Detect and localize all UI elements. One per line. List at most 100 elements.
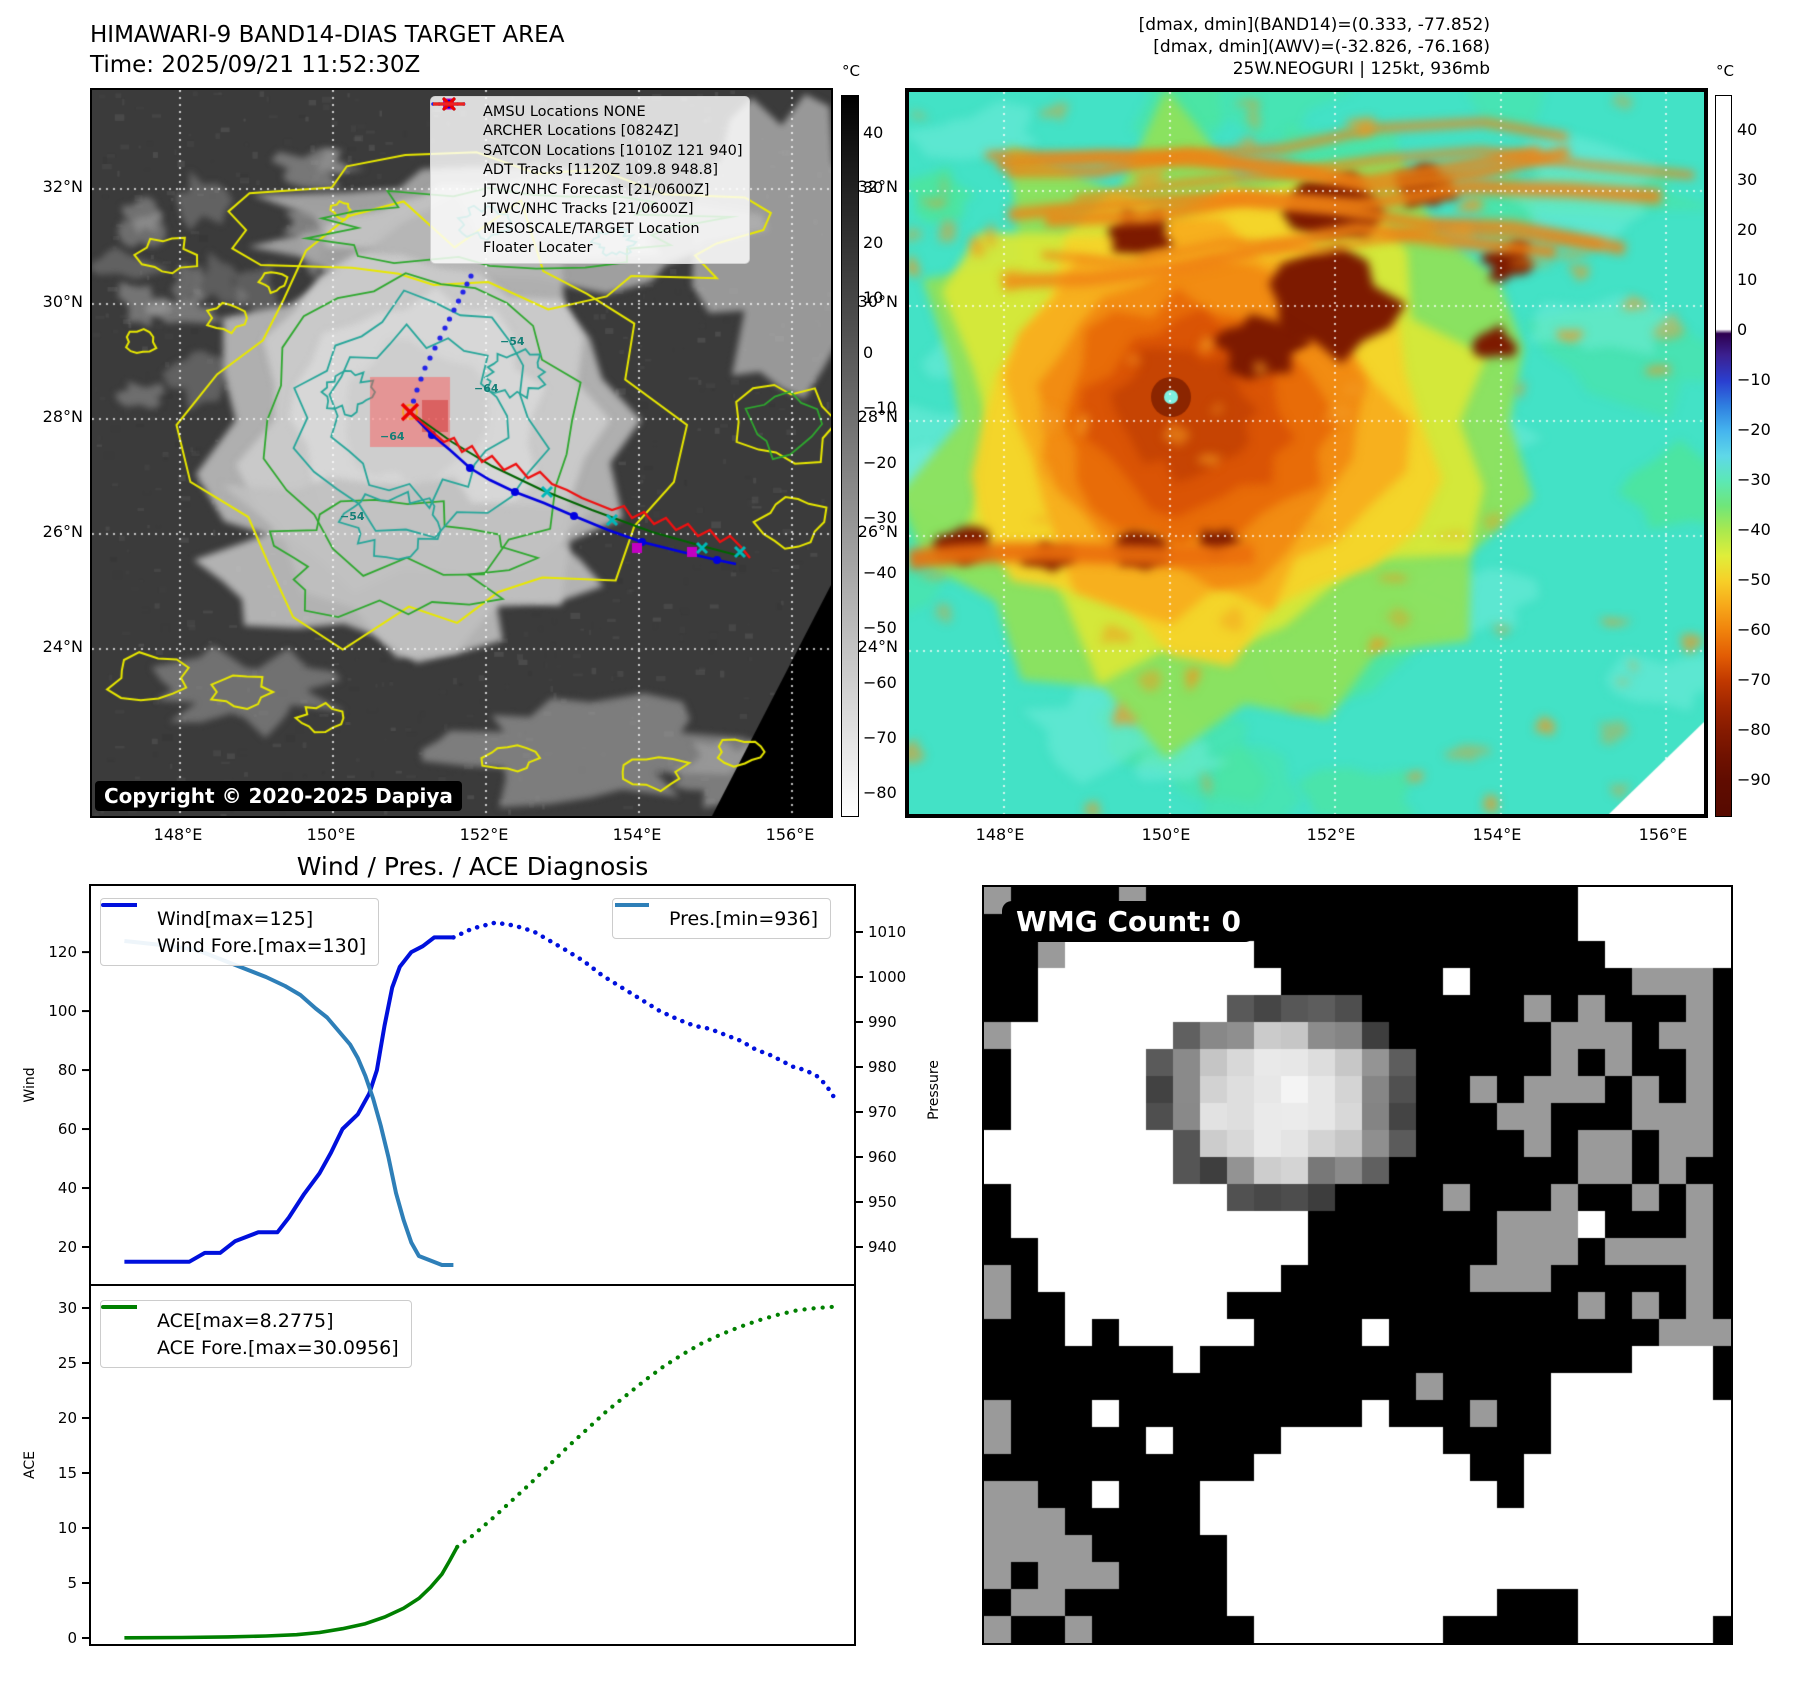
copyright-badge: Copyright © 2020-2025 Dapiya xyxy=(95,781,462,811)
ace-tick: 15 xyxy=(58,1464,77,1482)
legend-item: ARCHER Locations [0824Z] xyxy=(439,98,741,142)
contour-label: −64 xyxy=(474,382,499,395)
map-left-ytick: 24°N xyxy=(42,637,83,656)
pressure-tick: 970 xyxy=(868,1103,897,1121)
contour-label: −54 xyxy=(340,510,365,523)
colorbar-left-tick: −10 xyxy=(863,398,897,418)
colorbar-left-tick: 10 xyxy=(863,288,884,308)
ace-tick: 25 xyxy=(58,1354,77,1372)
colorbar-left-tick: −50 xyxy=(863,618,897,638)
legend-item: Floater Locater xyxy=(433,102,741,259)
wind-tick: 40 xyxy=(58,1179,77,1197)
map-right-ytick: 26°N xyxy=(857,522,898,541)
pressure-tick: 980 xyxy=(868,1058,897,1076)
colorbar-right-tick: 20 xyxy=(1737,220,1758,239)
map-right-ytick: 24°N xyxy=(857,637,898,656)
colorbar-right-tick: −50 xyxy=(1737,570,1771,589)
colorbar-left-tick: −80 xyxy=(863,783,897,802)
header-info: [dmax, dmin](BAND14)=(0.333, -77.852) [d… xyxy=(1139,14,1490,80)
chart-legend-item: Wind[max=125] xyxy=(103,903,366,932)
legend-label: ADT Tracks [1120Z 109.8 948.8] xyxy=(483,162,719,179)
pressure-tick: 990 xyxy=(868,1013,897,1031)
colorbar-right-tick: −20 xyxy=(1737,420,1771,439)
map-left-ytick: 28°N xyxy=(42,407,83,426)
chart-legend-item: ACE[max=8.2775] xyxy=(103,1305,399,1334)
series-Wind[max=125] xyxy=(124,935,454,1264)
colorbar-right-tick: −90 xyxy=(1737,770,1771,789)
colorbar-right-tick: 40 xyxy=(1737,120,1758,139)
map-band14-color xyxy=(905,88,1708,818)
square-legend-glyph xyxy=(443,98,454,110)
legend-item: MESOSCALE/TARGET Location xyxy=(439,97,741,239)
legend-item: JTWC/NHC Forecast [21/0600Z] xyxy=(431,102,741,200)
map-right-xtick: 150°E xyxy=(1141,825,1191,844)
legend-item: SATCON Locations [1010Z 121 940] xyxy=(439,97,743,161)
dmax-dmin-awv: [dmax, dmin](AWV)=(-32.826, -76.168) xyxy=(1153,37,1490,57)
ace-tick: 30 xyxy=(58,1299,77,1317)
legend-label: JTWC/NHC Forecast [21/0600Z] xyxy=(483,181,710,198)
map-left-ytick: 30°N xyxy=(42,292,83,311)
legend-label: AMSU Locations NONE xyxy=(483,103,646,120)
colorbar-left-tick: −40 xyxy=(863,563,897,583)
legend-label: SATCON Locations [1010Z 121 940] xyxy=(483,142,743,159)
chart-legend-label: ACE Fore.[max=30.0956] xyxy=(157,1336,399,1359)
figure-time: Time: 2025/09/21 11:52:30Z xyxy=(90,52,421,78)
series-ACE[max=8.2775] xyxy=(124,1546,459,1640)
chart-legend-label: ACE[max=8.2775] xyxy=(157,1309,334,1332)
legend-label: ARCHER Locations [0824Z] xyxy=(483,123,679,140)
ace-tick: 0 xyxy=(67,1629,77,1647)
map-band14-grayscale: AMSU Locations NONE ARCHER Locations [082… xyxy=(90,88,833,818)
map-left-ytick: 26°N xyxy=(42,522,83,541)
colorbar-right-tick: −40 xyxy=(1737,520,1771,539)
chart-legend-label: Wind[max=125] xyxy=(157,907,314,930)
legend-label: JTWC/NHC Tracks [21/0600Z] xyxy=(483,201,694,218)
pressure-tick: 960 xyxy=(868,1148,897,1166)
map-left-ytick: 32°N xyxy=(42,177,83,196)
colorbar-left-tick: 0 xyxy=(863,343,874,363)
wind-tick: 120 xyxy=(48,943,77,961)
colorbar-right-unit: °C xyxy=(1716,62,1734,80)
chart-legend-item: Pres.[min=936] xyxy=(615,903,818,932)
pressure-tick: 940 xyxy=(868,1238,897,1256)
colorbar-right-tick: −10 xyxy=(1737,370,1771,389)
colorbar-left-unit: °C xyxy=(842,62,860,80)
figure-title: HIMAWARI-9 BAND14-DIAS TARGET AREA xyxy=(90,22,565,48)
pressure-legend: Pres.[min=936] xyxy=(612,898,831,939)
wind-tick: 20 xyxy=(58,1238,77,1256)
map-left-xtick: 152°E xyxy=(459,825,509,844)
series-Pres.[min=936] xyxy=(124,939,454,1267)
legend-label: Floater Locater xyxy=(483,240,593,257)
contour-label: −64 xyxy=(380,430,405,443)
pressure-tick: 1000 xyxy=(868,968,906,986)
map-right-ytick: 30°N xyxy=(857,292,898,311)
colorbar-right-tick: 0 xyxy=(1737,320,1748,339)
colorbar-color xyxy=(1715,95,1732,817)
colorbar-right-tick: −30 xyxy=(1737,470,1771,489)
colorbar-left-tick: 20 xyxy=(863,233,884,253)
map-right-xtick: 154°E xyxy=(1472,825,1522,844)
map-left-xtick: 156°E xyxy=(765,825,815,844)
wind-tick: 80 xyxy=(58,1061,77,1079)
contour-label: −54 xyxy=(500,335,525,348)
colorbar-left-tick: −60 xyxy=(863,673,897,693)
storm-id-intensity: 25W.NEOGURI | 125kt, 936mb xyxy=(1232,59,1490,79)
series-ACE Fore.[max=30.0956] xyxy=(455,1304,835,1549)
colorbar-right-tick: −80 xyxy=(1737,720,1771,739)
legend-item: JTWC/NHC Tracks [21/0600Z] xyxy=(433,99,741,220)
map-right-xtick: 152°E xyxy=(1306,825,1356,844)
satellite-image-color xyxy=(909,92,1704,814)
pressure-axis-label: Pressure xyxy=(926,1060,942,1120)
map-right-ytick: 28°N xyxy=(857,407,898,426)
wind-legend: Wind[max=125] Wind Fore.[max=130] xyxy=(100,898,380,966)
ace-tick: 10 xyxy=(58,1519,77,1537)
wmg-panel: WMG Count: 0 xyxy=(982,885,1733,1645)
wmg-count-label: WMG Count: 0 xyxy=(1002,901,1255,942)
map-right-ytick: 32°N xyxy=(857,177,898,196)
chart-legend-label: Wind Fore.[max=130] xyxy=(157,934,367,957)
colorbar-left-tick: 30 xyxy=(863,178,884,198)
map-left-xtick: 148°E xyxy=(153,825,203,844)
wind-tick: 60 xyxy=(58,1120,77,1138)
pressure-tick: 950 xyxy=(868,1193,897,1211)
map-right-xtick: 156°E xyxy=(1638,825,1688,844)
